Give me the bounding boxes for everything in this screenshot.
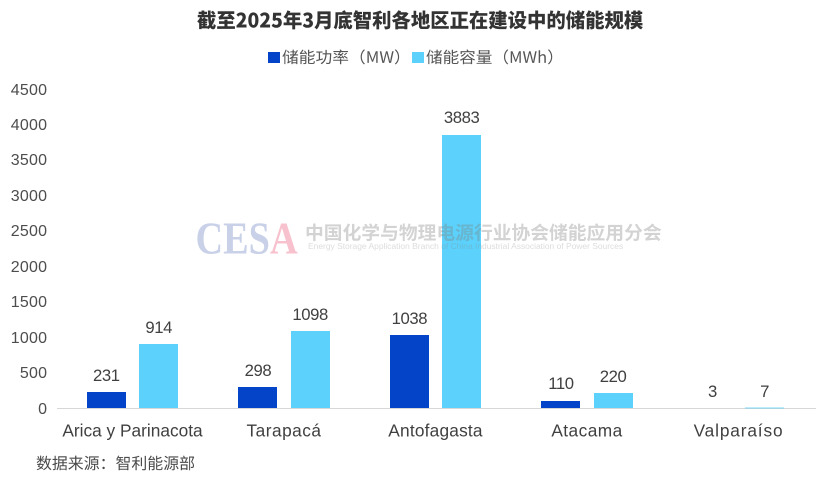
svg-text:CESA: CESA (196, 215, 298, 265)
svg-text:Energy Storage Application Bra: Energy Storage Application Branch of Chi… (308, 241, 623, 251)
